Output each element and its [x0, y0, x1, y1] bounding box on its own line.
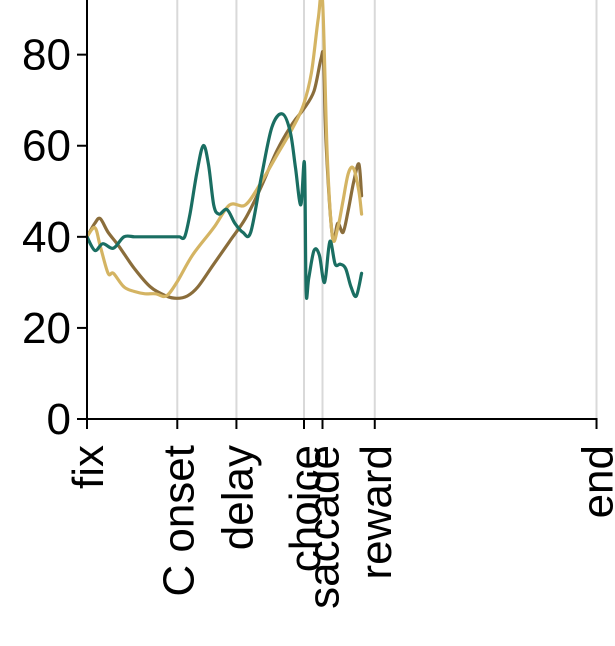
y-tick-label: 80 — [22, 31, 71, 80]
x-tick-label-end: end — [574, 445, 615, 518]
series-line-3 — [85, 112, 364, 300]
x-tick-label-reward: reward — [352, 445, 401, 580]
y-tick-label: 60 — [22, 122, 71, 171]
x-tick-label-c-onset: C onset — [154, 445, 203, 597]
x-tick-label-saccade: saccade — [299, 445, 348, 609]
grid-lines — [176, 0, 598, 419]
y-tick-label: 0 — [47, 395, 71, 444]
y-axis-ticks: 0 20 40 60 80 — [22, 31, 87, 444]
x-tick-label-fix: fix — [64, 445, 113, 489]
series-line-2 — [85, 0, 364, 299]
series-lines — [85, 0, 364, 300]
x-tick-label-delay: delay — [213, 445, 262, 550]
x-tick-label-choice: choice — [281, 445, 330, 572]
y-tick-label: 40 — [22, 213, 71, 262]
y-tick-label: 20 — [22, 304, 71, 353]
